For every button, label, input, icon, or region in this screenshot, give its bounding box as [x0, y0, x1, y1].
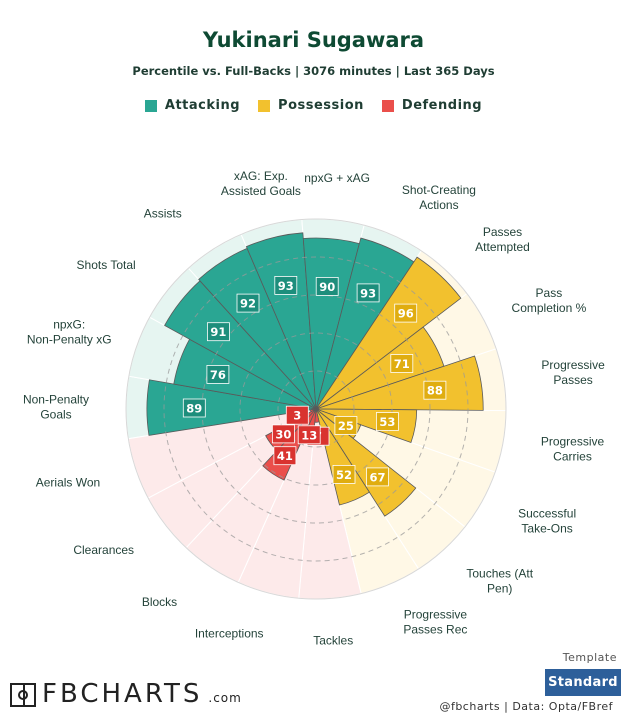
- value-box-successful-take-ons: [334, 416, 358, 435]
- value-box-assists: [236, 293, 260, 313]
- value-label-assists: 92: [240, 297, 256, 311]
- metric-label-tackles: Tackles: [313, 633, 353, 647]
- bar-xag-exp-assisted-goals: [245, 232, 317, 410]
- template-label: Template: [562, 651, 617, 664]
- metric-label-progressive-passes-rec: Progressive Passes Rec: [403, 608, 467, 637]
- value-label-interceptions: 13: [301, 428, 317, 442]
- metric-label-clearances: Clearances: [73, 543, 134, 557]
- value-box-aerials-won: [285, 405, 309, 425]
- value-label-shots-total: 91: [210, 325, 226, 339]
- metric-label-successful-take-ons: Successful Take-Ons: [518, 507, 576, 536]
- metric-label-pass-completion: Pass Completion %: [512, 286, 587, 315]
- template-standard-button[interactable]: Standard: [545, 669, 621, 696]
- bar-aerials-won: [309, 408, 317, 413]
- legend-label-defending: Defending: [401, 98, 483, 113]
- metric-label-passes-attempted: Passes Attempted: [475, 225, 530, 254]
- value-label-progressive-passes: 88: [427, 384, 443, 398]
- value-label-progressive-carries: 53: [379, 415, 395, 429]
- metric-label-npxg-xag: npxG + xAG: [304, 171, 370, 185]
- value-labels: 897691929390939671885325675271341303: [182, 275, 447, 487]
- metric-label-progressive-carries: Progressive Carries: [541, 435, 605, 464]
- value-box-touches-att-pen: [366, 467, 389, 487]
- value-box-non-penalty-goals: [182, 398, 206, 418]
- grid-ring-40: [239, 332, 393, 486]
- metric-label-xag-exp-assisted-goals: xAG: Exp. Assisted Goals: [221, 169, 301, 198]
- value-label-successful-take-ons: 25: [338, 419, 354, 433]
- value-box-npxg-non-penalty-xg: [206, 364, 230, 384]
- fbcharts-logo: FBCHARTS .com: [10, 681, 242, 707]
- value-box-clearances: [271, 424, 295, 444]
- chart-subtitle: Percentile vs. Full-Backs | 3076 minutes…: [132, 64, 495, 78]
- legend-item-attacking: Attacking: [144, 98, 241, 113]
- bar-non-penalty-goals: [146, 379, 317, 436]
- pitch-icon: [10, 683, 36, 707]
- value-box-xag-exp-assisted-goals: [274, 275, 298, 295]
- value-label-npxg-xag: 90: [319, 280, 335, 294]
- metric-labels: Non-Penalty Goals npxG: Non-Penalty xG Shots…: [23, 169, 605, 647]
- metric-label-touches-att-pen: Touches (Att Pen): [466, 567, 533, 596]
- grid-ring-60: [201, 294, 431, 524]
- data-credit: @fbcharts | Data: Opta/FBref: [439, 700, 613, 713]
- legend-label-possession: Possession: [278, 98, 364, 113]
- value-box-passes-attempted: [394, 303, 418, 323]
- value-box-progressive-passes: [423, 380, 447, 400]
- grid-ring-80: [163, 256, 469, 562]
- metric-label-progressive-passes: Progressive Passes: [541, 358, 605, 387]
- value-label-progressive-passes-rec: 52: [336, 468, 352, 482]
- metric-label-npxg-non-penalty-xg: npxG: Non-Penalty xG: [27, 317, 112, 346]
- value-label-npxg-non-penalty-xg: 76: [210, 368, 226, 382]
- legend: Attacking Possession Defending: [0, 98, 627, 113]
- value-label-passes-attempted: 96: [398, 307, 414, 321]
- value-label-clearances: 30: [275, 427, 291, 441]
- legend-swatch-attacking: [144, 99, 157, 112]
- legend-item-defending: Defending: [381, 98, 483, 113]
- value-box-progressive-carries: [375, 412, 399, 431]
- value-box-progressive-passes-rec: [332, 464, 356, 484]
- legend-label-attacking: Attacking: [164, 98, 241, 113]
- value-box-pass-completion: [390, 354, 414, 373]
- value-label-pass-completion: 71: [394, 357, 410, 371]
- chart-title: Yukinari Sugawara: [202, 28, 425, 52]
- outer-ring: [125, 218, 507, 600]
- value-box-blocks: [273, 446, 297, 466]
- metric-label-shots-total: Shots Total: [77, 258, 136, 272]
- bar-touches-att-pen: [315, 408, 417, 517]
- grid-rings: [125, 218, 507, 600]
- metric-label-assists: Assists: [144, 207, 182, 221]
- value-label-xag-exp-assisted-goals: 93: [278, 279, 294, 293]
- logo-suffix: .com: [208, 691, 242, 705]
- metric-label-blocks: Blocks: [142, 595, 177, 609]
- value-box-shot-creating-actions: [356, 283, 380, 303]
- value-label-non-penalty-goals: 89: [186, 402, 202, 416]
- grid-ring-20: [277, 370, 355, 448]
- legend-item-possession: Possession: [258, 98, 364, 113]
- legend-swatch-defending: [381, 99, 394, 112]
- logo-text: FBCHARTS: [42, 679, 203, 709]
- value-label-shot-creating-actions: 93: [360, 286, 376, 300]
- value-label-aerials-won: 3: [293, 409, 301, 423]
- legend-swatch-possession: [258, 99, 271, 112]
- value-label-touches-att-pen: 67: [369, 470, 385, 484]
- value-box-shots-total: [206, 322, 230, 342]
- metric-label-interceptions: Interceptions: [195, 626, 264, 640]
- value-box-npxg-xag: [315, 276, 339, 296]
- value-label-blocks: 41: [277, 449, 293, 463]
- value-box-interceptions: [297, 425, 321, 445]
- bar-passes-attempted: [315, 256, 462, 410]
- metric-label-non-penalty-goals: Non-Penalty Goals: [23, 393, 89, 422]
- metric-label-aerials-won: Aerials Won: [36, 476, 100, 490]
- metric-label-shot-creating-actions: Shot-Creating Actions: [402, 183, 476, 212]
